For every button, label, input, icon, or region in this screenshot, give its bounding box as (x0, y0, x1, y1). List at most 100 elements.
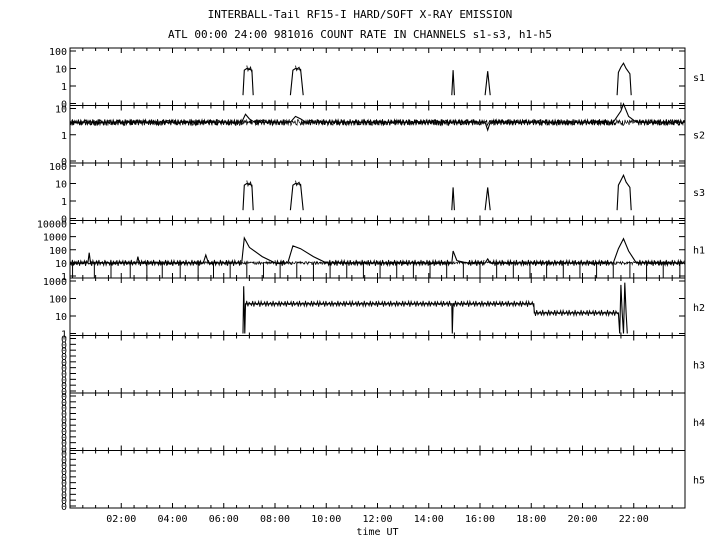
ytick-label-s2-2: 0 (61, 157, 67, 168)
series-jitter-s2-0 (489, 118, 614, 127)
panel-frame-s2 (69, 105, 686, 164)
series-jitter-s3-0 (246, 180, 250, 188)
panel-frame-h4 (69, 392, 686, 451)
ytick-label-h1-1: 1000 (43, 233, 67, 244)
series-jitter-s3-1 (295, 180, 301, 187)
ytick-label-h5-9: 0 (61, 502, 67, 513)
ytick-label-s1-0: 100 (49, 47, 67, 58)
series-s3-1 (289, 182, 304, 211)
panel-frame-h5 (69, 450, 686, 509)
ytick-label-h2-1: 100 (49, 295, 67, 306)
xtick-label-10: 22:00 (619, 514, 649, 525)
panel-frame-s1 (69, 47, 686, 106)
panel-frame-s3 (69, 162, 686, 221)
panel-label-h4: h4 (693, 418, 705, 429)
ytick-label-s1-3: 0 (61, 100, 67, 111)
xtick-label-0: 02:00 (106, 514, 136, 525)
ytick-label-h5-0: 0 (61, 450, 67, 461)
series-jitter-h1-0 (489, 258, 505, 266)
series-jitter-s2-0 (305, 118, 485, 127)
ytick-label-h4-3: 0 (61, 410, 67, 421)
xtick-label-6: 14:00 (414, 514, 444, 525)
ytick-label-h3-5: 0 (61, 364, 67, 375)
xtick-label-3: 08:00 (260, 514, 290, 525)
series-s1-4 (616, 62, 632, 96)
series-s1-2 (451, 70, 455, 96)
ytick-label-h5-5: 0 (61, 479, 67, 490)
ytick-label-h1-2: 100 (49, 246, 67, 257)
ytick-label-h4-0: 0 (61, 392, 67, 403)
ytick-label-h3-1: 0 (61, 340, 67, 351)
ytick-label-h3-9: 0 (61, 387, 67, 398)
series-jitter-s2-0 (254, 118, 290, 127)
panel-label-h2: h2 (693, 303, 705, 314)
ytick-label-h1-4: 1 (61, 272, 67, 283)
ytick-label-s3-1: 10 (55, 180, 67, 191)
series-jitter-h2-0 (533, 308, 619, 318)
series-jitter-s1-0 (249, 65, 253, 73)
ytick-label-s1-1: 10 (55, 65, 67, 76)
ytick-label-h3-6: 0 (61, 370, 67, 381)
ytick-label-h5-7: 0 (61, 490, 67, 501)
ytick-label-h5-1: 0 (61, 455, 67, 466)
x-axis-label: time UT (356, 527, 398, 538)
ytick-label-h2-2: 10 (55, 312, 67, 323)
ytick-label-h4-1: 0 (61, 398, 67, 409)
xtick-label-5: 12:00 (362, 514, 392, 525)
series-jitter-s3-0 (249, 180, 253, 188)
ytick-label-h5-4: 0 (61, 473, 67, 484)
ytick-label-h4-4: 0 (61, 415, 67, 426)
series-jitter-h1-0 (138, 258, 203, 267)
ytick-label-h2-3: 1 (61, 330, 67, 341)
ytick-label-h4-5: 0 (61, 421, 67, 432)
panel-label-h5: h5 (693, 475, 705, 486)
series-jitter-s1-0 (246, 65, 250, 73)
ytick-label-h2-0: 1000 (43, 277, 67, 288)
series-jitter-h1-0 (208, 258, 242, 267)
panel-label-h1: h1 (693, 245, 705, 256)
ytick-label-h3-4: 0 (61, 358, 67, 369)
series-h2-0 (242, 282, 628, 334)
series-s3-4 (616, 173, 632, 211)
series-jitter-h1-0 (69, 259, 88, 267)
ytick-label-h1-0: 10000 (37, 220, 67, 231)
xtick-label-1: 04:00 (157, 514, 187, 525)
ytick-label-h5-6: 0 (61, 485, 67, 496)
ytick-label-s2-1: 1 (61, 131, 67, 142)
series-s1-3 (484, 71, 491, 96)
ytick-label-h4-8: 0 (61, 439, 67, 450)
series-jitter-h2-0 (452, 299, 534, 308)
xtick-label-2: 06:00 (209, 514, 239, 525)
xtick-label-7: 16:00 (465, 514, 495, 525)
ytick-label-s2-0: 10 (55, 105, 67, 116)
ytick-label-h3-2: 0 (61, 346, 67, 357)
ytick-label-h4-6: 0 (61, 427, 67, 438)
ytick-label-h4-2: 0 (61, 404, 67, 415)
ytick-label-h5-2: 0 (61, 461, 67, 472)
series-s1-0 (242, 67, 254, 96)
series-h1-0 (70, 236, 685, 264)
ytick-label-s3-2: 1 (61, 197, 67, 208)
ytick-label-s1-2: 1 (61, 82, 67, 93)
xtick-label-9: 20:00 (567, 514, 597, 525)
series-s3-0 (242, 182, 254, 211)
series-jitter-s2-0 (636, 118, 685, 127)
ytick-label-h3-3: 0 (61, 352, 67, 363)
panel-label-h3: h3 (693, 360, 705, 371)
series-jitter-h1-0 (466, 259, 485, 266)
panel-label-s1: s1 (693, 73, 705, 84)
ytick-label-h3-0: 0 (61, 335, 67, 346)
series-jitter-s2-0 (69, 118, 242, 127)
ytick-label-h5-8: 0 (61, 496, 67, 507)
ytick-label-h4-9: 0 (61, 445, 67, 456)
series-s3-3 (484, 187, 491, 211)
chart-title: INTERBALL-Tail RF15-I HARD/SOFT X-RAY EM… (207, 8, 513, 21)
ytick-label-h4-7: 0 (61, 433, 67, 444)
series-jitter-h1-0 (90, 258, 137, 267)
series-jitter-h1-0 (505, 258, 613, 267)
series-s1-1 (289, 67, 304, 96)
ytick-label-s3-0: 100 (49, 162, 67, 173)
ytick-label-s3-3: 0 (61, 215, 67, 226)
series-jitter-h1-0 (326, 258, 452, 267)
